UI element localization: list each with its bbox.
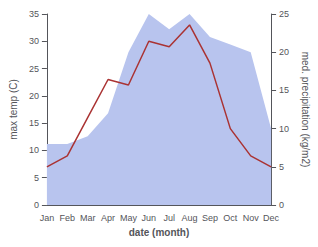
svg-text:Jan: Jan (40, 213, 55, 223)
svg-text:10: 10 (29, 145, 39, 155)
svg-text:25: 25 (279, 9, 289, 19)
svg-text:15: 15 (279, 85, 289, 95)
svg-text:30: 30 (29, 36, 39, 46)
svg-text:5: 5 (34, 173, 39, 183)
svg-text:Feb: Feb (60, 213, 76, 223)
svg-text:Aug: Aug (182, 213, 198, 223)
svg-text:max temp (C): max temp (C) (8, 79, 19, 140)
svg-text:med. precipitation (kg/m2): med. precipitation (kg/m2) (300, 52, 311, 168)
svg-text:20: 20 (279, 47, 289, 57)
svg-text:Sep: Sep (202, 213, 218, 223)
svg-text:35: 35 (29, 9, 39, 19)
svg-text:25: 25 (29, 64, 39, 74)
svg-text:Apr: Apr (101, 213, 115, 223)
svg-text:20: 20 (29, 91, 39, 101)
svg-text:Oct: Oct (223, 213, 238, 223)
svg-text:0: 0 (34, 200, 39, 210)
svg-text:15: 15 (29, 118, 39, 128)
svg-text:5: 5 (279, 162, 284, 172)
svg-text:Nov: Nov (243, 213, 260, 223)
svg-text:Jul: Jul (163, 213, 175, 223)
svg-text:Mar: Mar (80, 213, 96, 223)
svg-text:0: 0 (279, 200, 284, 210)
svg-text:Jun: Jun (142, 213, 157, 223)
svg-text:May: May (120, 213, 138, 223)
svg-text:10: 10 (279, 124, 289, 134)
svg-text:date (month): date (month) (129, 227, 190, 238)
svg-text:Dec: Dec (263, 213, 280, 223)
